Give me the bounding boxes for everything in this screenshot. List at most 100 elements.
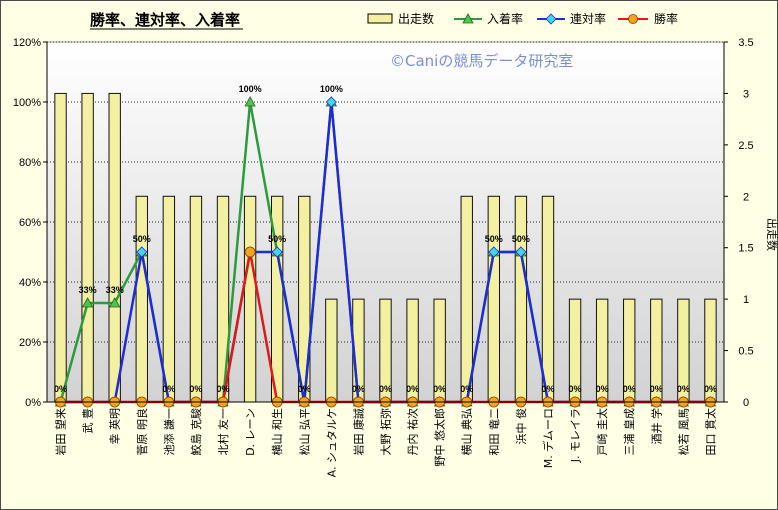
legend-swatch-bar [367,13,393,24]
bar [189,195,203,403]
data-label: 0% [650,384,663,394]
point-win [244,246,256,258]
category-label: 田口 貫太 [704,408,717,456]
bar [135,195,148,403]
y-tick-label: 0% [25,397,41,409]
y-tick-label: 80% [19,157,41,169]
bar [460,195,473,403]
bar [325,298,338,403]
legend-marker-quinella [545,13,557,25]
data-label: 33% [79,285,97,295]
category-label: 菅原 明良 [135,408,149,456]
y2-tick-label: 3.5 [738,37,753,49]
y-tick-label: 40% [19,277,41,289]
category-label: 三浦 皇成 [622,408,636,456]
y-tick-label: 100% [13,97,41,109]
category-labels: 岩田 望来武 豊幸 英明 菅原 明良 池添 謙一 鮫島 克駿 北村 友一 D. レーン 横山… [54,408,718,477]
point-place [81,297,94,308]
legend-marker-place [462,13,474,24]
bar [108,92,121,403]
y2-tick-label: 2 [743,191,749,203]
category-label: 横山 典弘 [460,408,474,456]
legend-label-starts: 出走数 [398,11,434,26]
y2-tick-label: 1 [743,294,749,306]
category-label: 酒井 学 [649,408,663,445]
point-quinella [325,96,337,108]
axes: 0% 20% 40% 60% 80% 100% 120% 0 0.5 1 1.5 2 2.5 3 3.5 [13,37,754,409]
data-label: 0% [352,384,365,394]
data-label: 0% [623,384,636,394]
y-tick-label: 60% [19,217,41,229]
y2-axis-label: 出走数 [765,218,778,251]
category-label: 和田 竜二 [487,408,501,456]
gridlines [47,41,724,343]
category-label: 北村 友一 [216,408,230,456]
bar-series [54,92,717,403]
category-label: 池添 謙一 [162,408,176,456]
y2-tick-label: 0.5 [738,346,753,358]
y2-tick-label: 1.5 [738,243,753,255]
data-label: 100% [320,84,343,94]
watermark-text: ©Caniの競馬データ研究室 [390,52,573,70]
y2-tick-label: 2.5 [738,140,753,152]
category-label: 浜中 俊 [514,408,528,445]
data-label: 0% [569,384,582,394]
data-label: 0% [217,384,230,394]
data-label: 0% [162,384,175,394]
data-label: 50% [133,234,151,244]
bar [162,195,176,403]
bar [514,195,528,403]
data-label: 0% [596,384,609,394]
data-label: 50% [512,234,530,244]
data-label: 0% [460,384,473,394]
data-label: 0% [189,384,202,394]
data-label: 50% [485,234,503,244]
bar [81,92,94,403]
category-label: 大野 拓弥 [379,408,393,456]
legend-label-win: 勝率 [654,11,678,26]
point-quinella [271,246,283,258]
legend-label-quinella: 連対率 [570,11,606,26]
point-place [244,96,256,107]
bar [54,92,67,403]
category-label: 松山 弘平 [297,408,311,456]
category-label: 幸 英明 [108,408,122,445]
category-label: 武 豊 [82,408,95,434]
bar [487,195,501,403]
data-label: 0% [541,384,554,394]
category-label: 松若 風馬 [676,408,690,456]
bar [243,195,257,403]
category-label: 岩田 望来 [54,408,68,456]
category-label: 野中 悠太郎 [433,408,447,467]
category-label: D. レーン [244,408,257,456]
data-labels: 0% 33% 33% 50% 0% 0% 0% 100% 50% 0% 100% 0% 0% 0% 0% 0%… [54,84,717,394]
chart-title: 勝率、連対率、入着率 [90,11,240,29]
data-label: 0% [677,384,690,394]
y2-tick-label: 0 [743,397,749,409]
data-label: 0% [406,384,419,394]
y-tick-label: 20% [19,337,41,349]
y2-tick-label: 3 [743,88,749,100]
point-quinella [515,246,527,258]
category-label: 戸崎 圭太 [595,408,609,456]
legend: 出走数 入着率 連対率 勝率 [367,11,678,26]
category-label: M. デムーロ [541,408,555,468]
data-label: 0% [379,384,392,394]
data-label: 50% [268,234,286,244]
category-label: 鮫島 克駿 [189,408,203,456]
data-label: 33% [106,285,124,295]
y-tick-label: 120% [13,37,41,49]
legend-label-place: 入着率 [487,11,523,26]
data-label: 100% [239,84,262,94]
point-quinella [488,246,500,258]
bar [541,195,555,403]
category-label: 横山 和生 [270,408,284,456]
data-label: 0% [54,384,67,394]
data-label: 0% [433,384,446,394]
data-label: 0% [704,384,717,394]
point-quinella [136,246,148,258]
point-place [109,297,121,308]
category-label: 岩田 康誠 [351,408,365,456]
category-label: A. シュタルケ [325,408,338,477]
